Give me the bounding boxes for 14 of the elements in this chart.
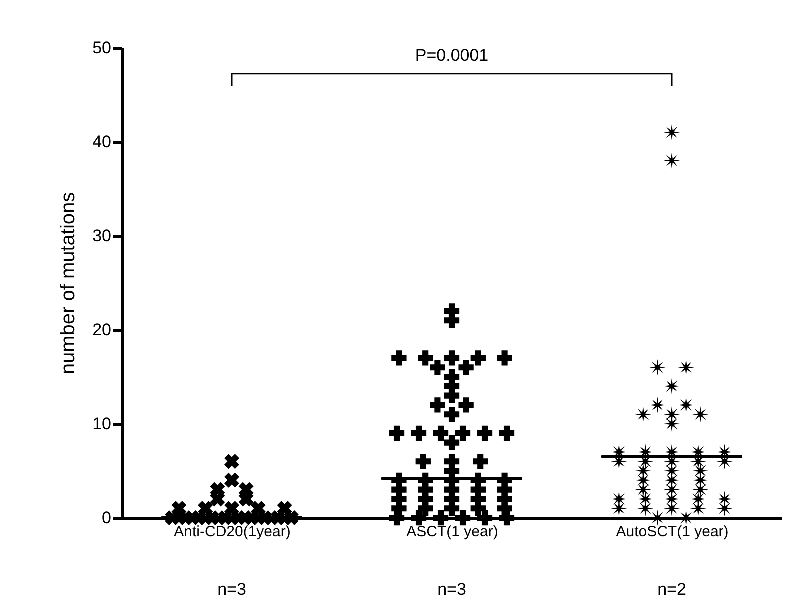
text: n=2 xyxy=(658,580,686,599)
text: n=3 xyxy=(218,580,246,599)
x-tick-label: Anti-CD20(1year) xyxy=(174,524,291,540)
text: n=3 xyxy=(438,580,466,599)
y-axis-title: number of mutations xyxy=(58,192,80,375)
x-tick-label: ASCT(1 year) xyxy=(406,524,498,540)
y-tick-label: 10 xyxy=(92,414,112,434)
annotation: P=0.0001 xyxy=(415,46,489,65)
x-tick-label: AutoSCT(1 year) xyxy=(616,524,729,540)
y-tick-label: 20 xyxy=(92,320,112,340)
y-tick-label: 30 xyxy=(92,226,112,246)
y-tick-label: 0 xyxy=(102,508,112,528)
y-tick-label: 40 xyxy=(92,132,112,152)
y-tick-label: 50 xyxy=(92,38,112,58)
